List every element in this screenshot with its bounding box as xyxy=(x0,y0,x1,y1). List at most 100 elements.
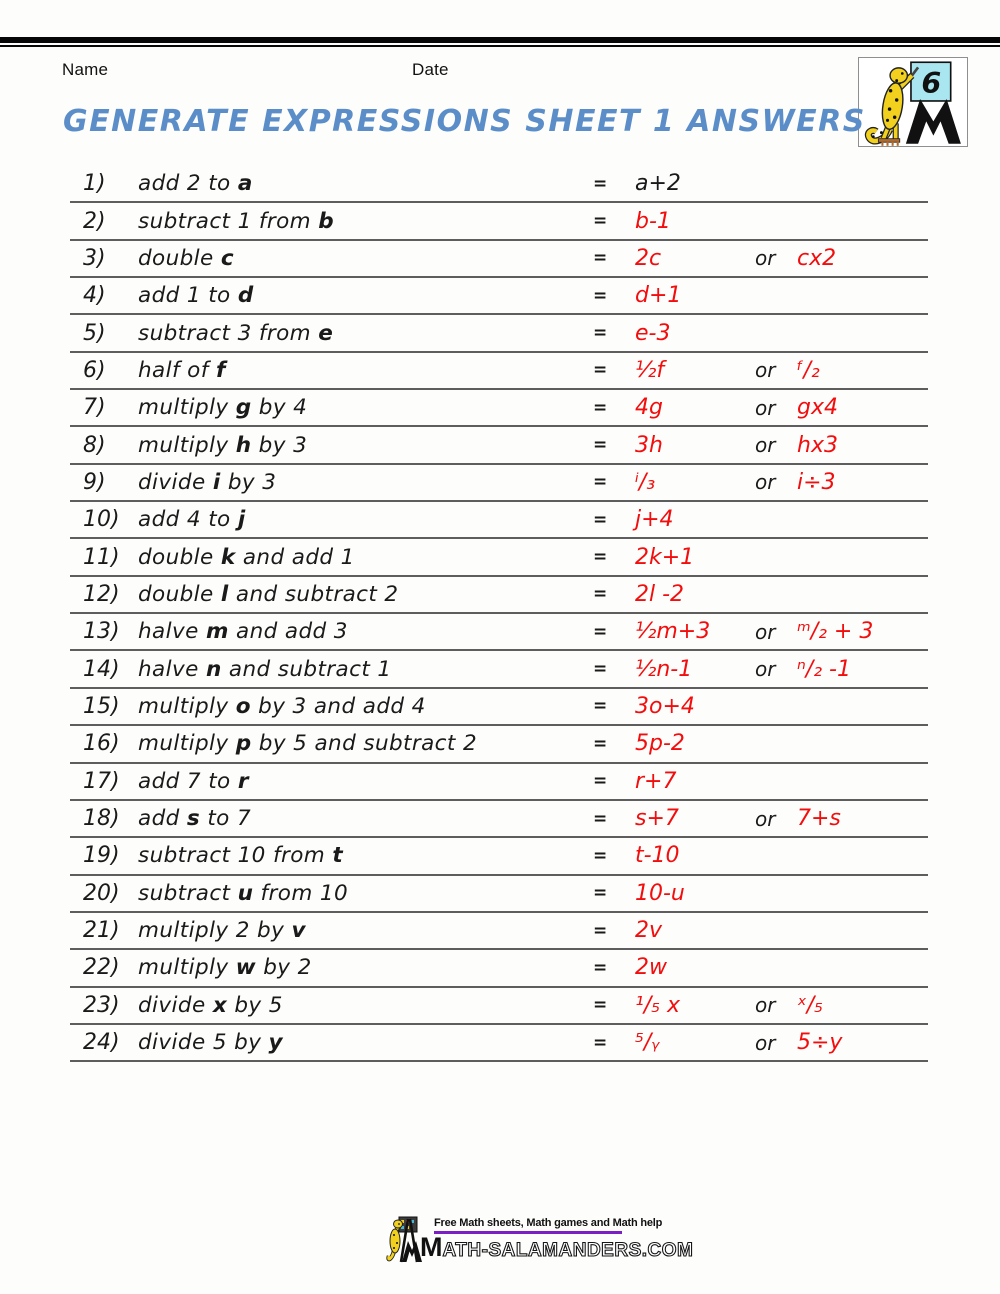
question-post: by 2 xyxy=(256,955,312,981)
question-pre: multiply xyxy=(138,731,236,757)
question-number: 3) xyxy=(83,245,106,271)
answer-expression: 2c xyxy=(635,245,662,271)
answer-expression: ⁱ/₃ xyxy=(635,469,656,495)
question-number: 10) xyxy=(83,507,120,533)
question-text: double k and add 1 xyxy=(138,545,593,570)
question-post: and subtract 1 xyxy=(221,656,392,682)
equals-sign: = xyxy=(593,248,608,269)
answer-expression: b-1 xyxy=(635,208,671,234)
or-label: or xyxy=(755,470,776,495)
site-name-rest: ATH-SALAMANDERS.COM xyxy=(442,1239,694,1261)
question-text: subtract u from 10 xyxy=(138,881,593,906)
answer-row: 13) halve m and add 3 = ½m+3 or ᵐ/₂ + 3 xyxy=(70,614,928,652)
question-variable: g xyxy=(235,395,252,421)
footer-text-block: Free Math sheets, Math games and Math he… xyxy=(420,1211,694,1273)
question-pre: add 7 to xyxy=(138,768,238,794)
answer-row: 7) multiply g by 4 = 4g or gx4 xyxy=(70,390,928,428)
answer-expression: ½n-1 xyxy=(635,656,693,682)
question-number: 23) xyxy=(83,992,120,1018)
alternate-answer: hx3 xyxy=(797,432,838,458)
answer-row: 23) divide x by 5 = ¹/₅ x or ˣ/₅ xyxy=(70,988,928,1025)
question-number: 15) xyxy=(83,693,120,719)
alternate-answer: ᶠ/₂ xyxy=(797,357,820,383)
or-label: or xyxy=(755,395,776,420)
question-number: 6) xyxy=(83,357,106,383)
answer-expression: ¹/₅ x xyxy=(635,992,681,1018)
question-variable: o xyxy=(235,693,251,719)
alternate-answer: ᵐ/₂ + 3 xyxy=(797,619,874,645)
or-label: or xyxy=(755,806,776,831)
question-text: multiply p by 5 and subtract 2 xyxy=(138,731,593,756)
question-post: by 3 xyxy=(220,469,277,495)
question-variable: m xyxy=(205,619,229,645)
question-post: and add 1 xyxy=(235,544,355,570)
question-pre: multiply 2 by xyxy=(138,918,292,944)
question-text: subtract 3 from e xyxy=(138,321,593,346)
equals-sign: = xyxy=(593,285,608,306)
alternate-answer: ˣ/₅ xyxy=(797,992,823,1018)
or-label: or xyxy=(755,657,776,682)
answer-expression: 2v xyxy=(635,918,663,944)
equals-sign: = xyxy=(593,397,608,418)
salamander-icon xyxy=(864,67,915,146)
equals-sign: = xyxy=(593,957,608,978)
question-text: half of f xyxy=(138,358,593,383)
answer-row: 9) divide i by 3 = ⁱ/₃ or i÷3 xyxy=(70,465,928,503)
question-variable: f xyxy=(215,357,226,383)
question-number: 16) xyxy=(83,731,120,757)
question-text: multiply h by 3 xyxy=(138,433,593,458)
question-pre: add 4 to xyxy=(138,507,238,533)
alternate-answer: i÷3 xyxy=(797,469,836,495)
answer-expression: 2l -2 xyxy=(635,581,685,607)
question-text: halve m and add 3 xyxy=(138,619,593,644)
footer-logo: Free Math sheets, Math games and Math he… xyxy=(386,1211,693,1273)
question-pre: halve xyxy=(138,656,206,682)
alternate-answer: ⁿ/₂ -1 xyxy=(797,656,851,682)
answer-row: 17) add 7 to r = r+7 xyxy=(70,764,928,801)
or-label: or xyxy=(755,246,776,271)
alternate-answer: 7+s xyxy=(797,806,841,832)
equals-sign: = xyxy=(593,621,608,642)
question-number: 18) xyxy=(83,806,120,832)
question-variable: v xyxy=(291,918,306,944)
question-post: by 3 xyxy=(251,432,308,458)
question-number: 21) xyxy=(83,918,120,944)
question-text: add 2 to a xyxy=(138,171,593,196)
question-pre: divide xyxy=(138,469,213,495)
question-number: 19) xyxy=(83,843,120,869)
answer-expression: e-3 xyxy=(635,320,671,346)
top-border-thick xyxy=(0,37,1000,43)
equals-sign: = xyxy=(593,920,608,941)
answer-row: 8) multiply h by 3 = 3h or hx3 xyxy=(70,427,928,465)
salamander-logo-icon: 6 xyxy=(864,61,961,146)
or-label: or xyxy=(755,358,776,383)
answer-expression: a+2 xyxy=(635,171,681,197)
answer-expression: 3h xyxy=(635,432,663,458)
question-post: by 3 and add 4 xyxy=(250,693,426,719)
equals-sign: = xyxy=(593,211,608,232)
question-variable: w xyxy=(235,955,256,981)
question-pre: double xyxy=(138,544,221,570)
answer-row: 22) multiply w by 2 = 2w xyxy=(70,950,928,988)
answer-row: 15) multiply o by 3 and add 4 = 3o+4 xyxy=(70,689,928,727)
equals-sign: = xyxy=(593,509,608,530)
or-label: or xyxy=(755,993,776,1018)
question-variable: n xyxy=(205,656,222,682)
page-title: GENERATE EXPRESSIONS SHEET 1 ANSWERS xyxy=(63,104,866,139)
or-label: or xyxy=(755,433,776,458)
question-variable: u xyxy=(237,880,254,906)
answer-expression: 5p-2 xyxy=(635,731,685,757)
site-name: MATH-SALAMANDERS.COM xyxy=(420,1234,694,1263)
question-number: 1) xyxy=(83,171,106,197)
question-number: 20) xyxy=(83,880,120,906)
question-variable: r xyxy=(237,768,249,794)
question-pre: half of xyxy=(138,357,216,383)
answer-expression: 2k+1 xyxy=(635,544,695,570)
question-text: subtract 10 from t xyxy=(138,843,593,868)
question-pre: multiply xyxy=(138,693,236,719)
question-variable: e xyxy=(318,320,334,346)
answer-row: 1) add 2 to a = a+2 xyxy=(70,166,928,204)
date-label: Date xyxy=(412,60,449,79)
site-name-initial: M xyxy=(420,1232,443,1262)
question-post: to 7 xyxy=(200,806,252,832)
